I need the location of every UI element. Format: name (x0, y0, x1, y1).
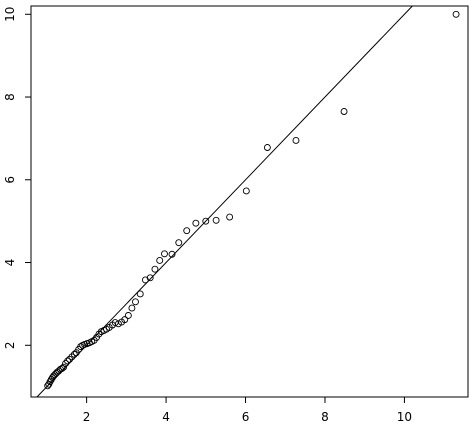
data-point (202, 217, 210, 225)
data-point (66, 355, 73, 363)
x-tick-label: 6 (242, 410, 250, 424)
y-tick-label: 8 (3, 93, 17, 101)
y-axis: 2 4 6 8 10 (3, 7, 31, 349)
data-point (68, 353, 76, 361)
data-point (136, 290, 144, 298)
data-point (51, 371, 59, 379)
data-point (60, 363, 68, 371)
data-point (121, 316, 129, 324)
data-point (226, 213, 234, 221)
data-point (292, 137, 300, 144)
data-point (161, 250, 168, 258)
plot-frame (30, 5, 469, 398)
reference-line (36, 5, 413, 398)
data-point (156, 257, 164, 264)
data-point (151, 265, 159, 273)
data-point (452, 10, 460, 18)
data-point (132, 298, 139, 306)
data-point (175, 239, 183, 247)
data-point (128, 304, 136, 312)
data-point (192, 219, 200, 227)
data-point (168, 250, 176, 258)
data-point (124, 312, 132, 319)
data-point (64, 357, 71, 365)
x-axis: 2 4 6 8 10 (83, 397, 412, 424)
y-tick-label: 2 (3, 341, 17, 349)
data-point (50, 372, 58, 380)
x-tick-label: 10 (397, 410, 412, 424)
x-tick-label: 2 (83, 410, 91, 424)
y-tick-label: 4 (3, 259, 17, 267)
data-point (242, 187, 250, 195)
x-tick-label: 4 (162, 410, 170, 424)
data-point (95, 330, 103, 338)
reference-line-layer (36, 5, 413, 398)
points-layer (44, 10, 460, 390)
data-point (183, 227, 191, 235)
y-tick-label: 6 (3, 176, 17, 184)
y-tick-label: 10 (3, 7, 17, 22)
data-point (58, 365, 66, 372)
x-tick-label: 8 (321, 410, 329, 424)
data-point (263, 144, 271, 151)
data-point (77, 343, 85, 350)
data-point (146, 274, 154, 282)
data-point (212, 216, 220, 224)
data-point (114, 320, 122, 328)
data-point (340, 108, 348, 115)
data-point (70, 350, 78, 358)
